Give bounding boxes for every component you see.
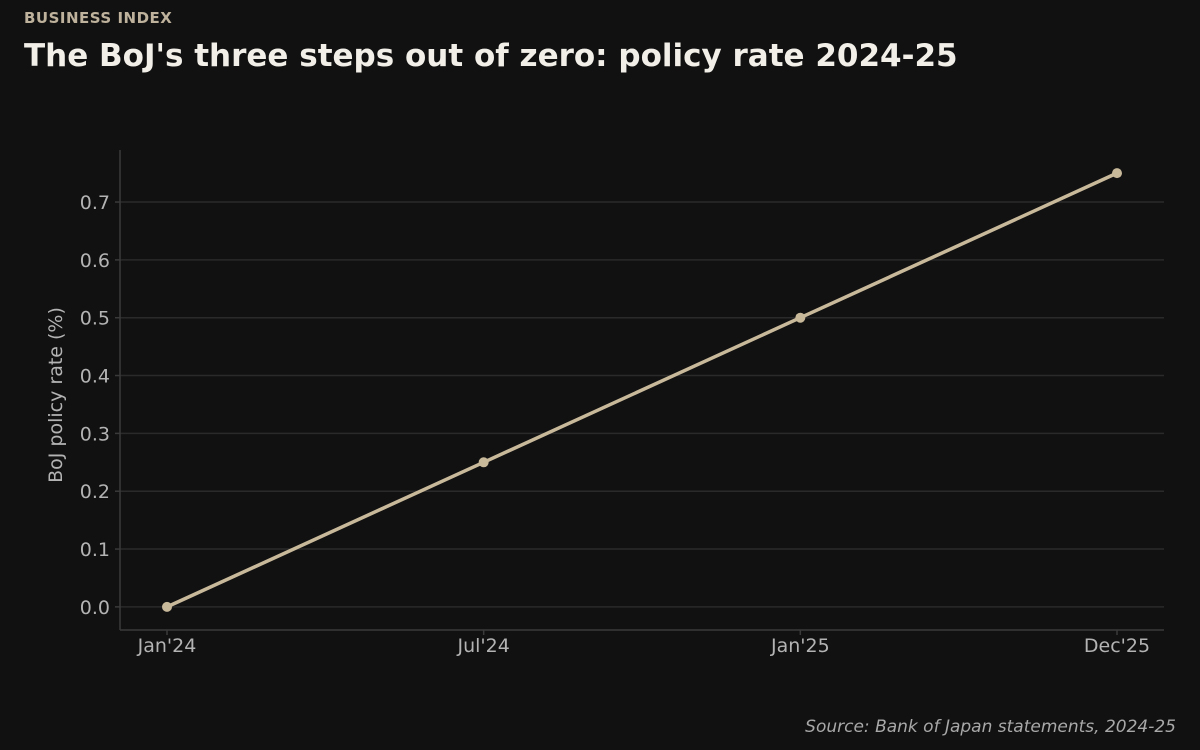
y-tick-labels: 0.0 0.1 0.2 0.3 0.4 0.5 0.6 0.7 bbox=[80, 192, 110, 619]
data-point bbox=[1112, 168, 1122, 179]
x-tick-label: Dec'25 bbox=[1084, 635, 1150, 657]
source-note: Source: Bank of Japan statements, 2024-2… bbox=[805, 717, 1176, 737]
series-policy-rate bbox=[162, 168, 1122, 612]
x-tick-labels: Jan'24 Jul'24 Jan'25 Dec'25 bbox=[137, 630, 1150, 657]
y-axis-title: BoJ policy rate (%) bbox=[45, 307, 67, 483]
y-tick-label: 0.4 bbox=[80, 366, 110, 388]
chart-title: The BoJ's three steps out of zero: polic… bbox=[24, 38, 958, 74]
gridlines bbox=[115, 201, 1164, 608]
axes bbox=[119, 150, 1164, 631]
data-point bbox=[478, 457, 489, 468]
data-point bbox=[795, 312, 806, 323]
y-tick-label: 0.1 bbox=[80, 539, 110, 561]
x-tick-label: Jan'25 bbox=[770, 635, 830, 657]
data-point bbox=[162, 601, 172, 612]
y-tick-label: 0.0 bbox=[80, 597, 110, 619]
y-tick-label: 0.6 bbox=[80, 250, 110, 272]
y-tick-label: 0.7 bbox=[80, 192, 110, 214]
series-line bbox=[165, 171, 1119, 609]
kicker-label: BUSINESS INDEX bbox=[24, 9, 173, 27]
x-tick-label: Jul'24 bbox=[457, 635, 510, 657]
x-tick-label: Jan'24 bbox=[137, 635, 197, 657]
y-tick-label: 0.3 bbox=[80, 423, 110, 445]
y-tick-label: 0.2 bbox=[80, 481, 110, 503]
y-tick-label: 0.5 bbox=[80, 308, 110, 330]
